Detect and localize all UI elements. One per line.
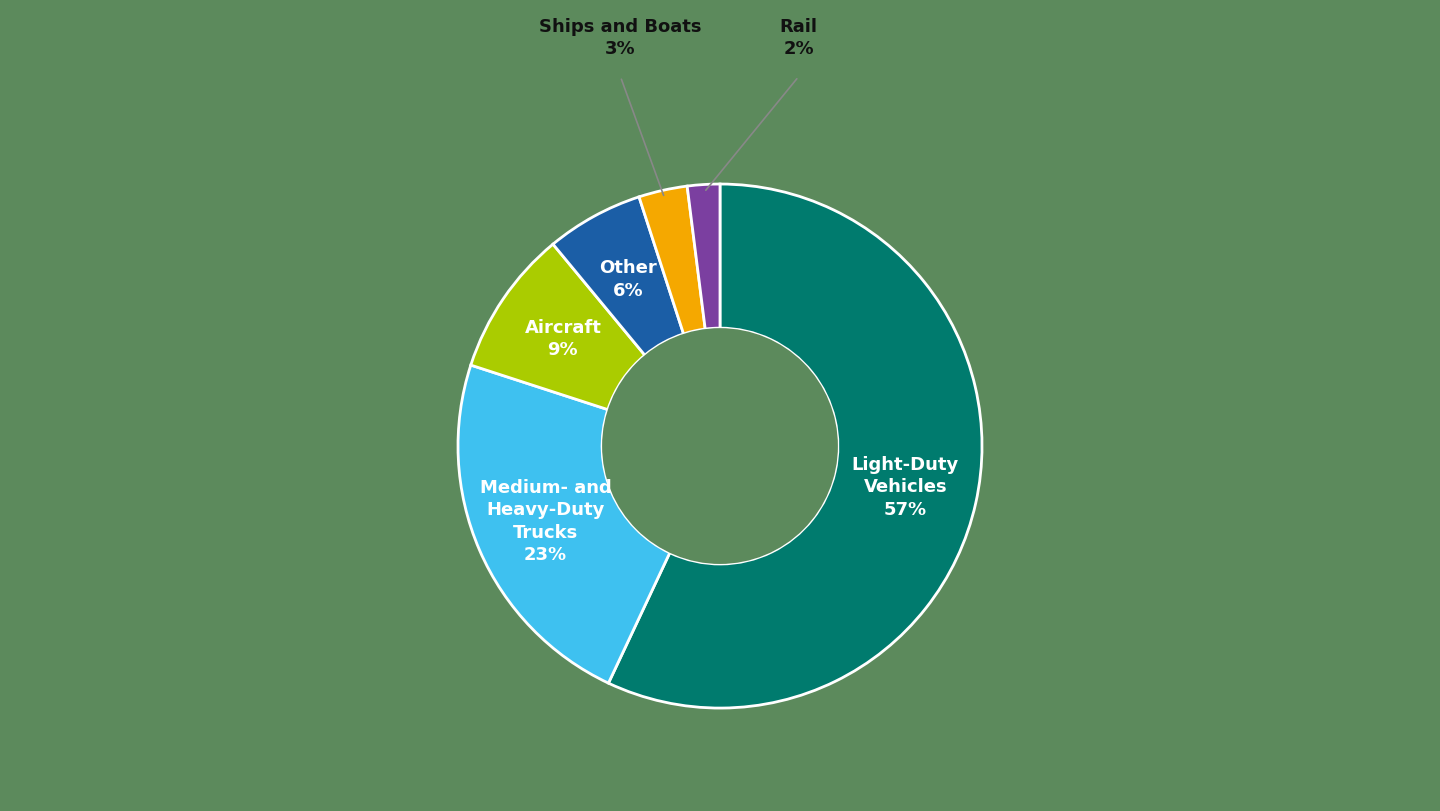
Wedge shape xyxy=(458,365,670,683)
Text: Aircraft
9%: Aircraft 9% xyxy=(524,320,602,359)
Wedge shape xyxy=(609,184,982,708)
Text: Medium- and
Heavy-Duty
Trucks
23%: Medium- and Heavy-Duty Trucks 23% xyxy=(480,479,612,564)
Wedge shape xyxy=(553,197,684,355)
Wedge shape xyxy=(471,244,645,410)
Wedge shape xyxy=(639,186,706,334)
Text: Light-Duty
Vehicles
57%: Light-Duty Vehicles 57% xyxy=(852,457,959,519)
Text: Rail
2%: Rail 2% xyxy=(779,18,818,58)
Wedge shape xyxy=(687,184,720,329)
Circle shape xyxy=(602,328,838,564)
Text: Other
6%: Other 6% xyxy=(599,260,658,300)
Text: Ships and Boats
3%: Ships and Boats 3% xyxy=(539,18,701,58)
